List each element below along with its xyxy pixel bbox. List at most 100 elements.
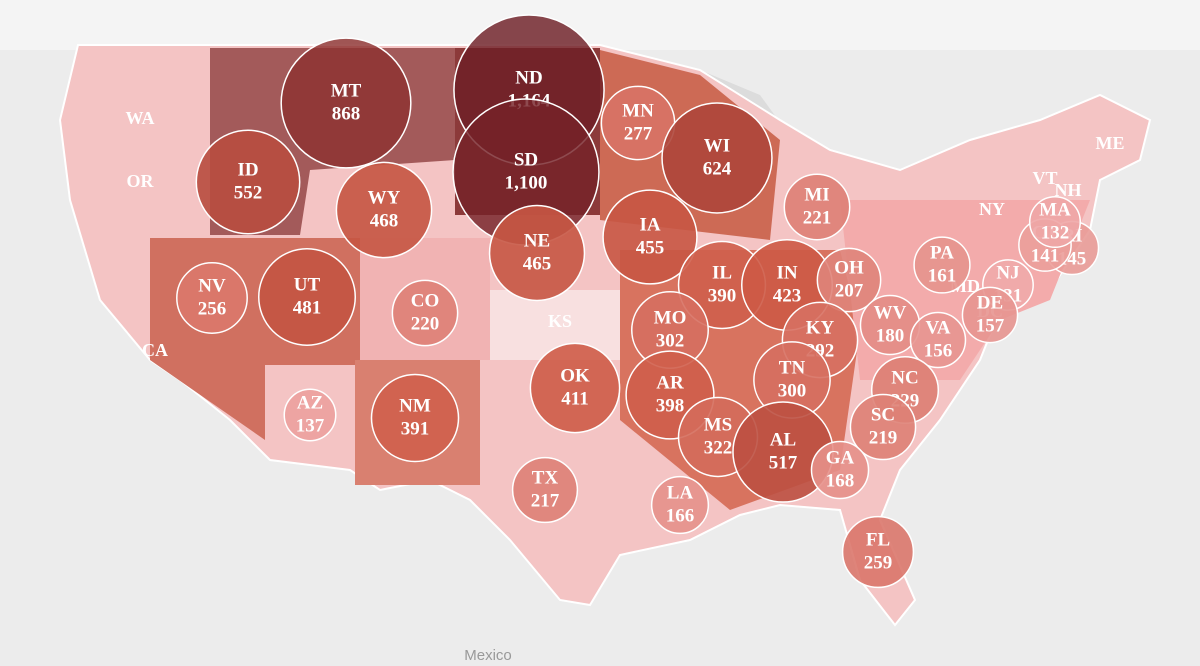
state-label: CA [142,340,168,360]
bubble [335,161,433,259]
state-abbr: OH [834,257,864,278]
bubble [176,262,248,334]
bubble-value: 132 [1041,222,1070,243]
bubble-value: 390 [708,285,737,306]
bubble-value: 219 [869,427,898,448]
state-label: Mexico [464,647,512,664]
bubble [961,286,1019,344]
bubble-value: 517 [769,452,798,473]
bubble [849,393,917,461]
bubble [841,515,915,589]
state-abbr: TN [779,357,806,378]
bubble [280,37,412,169]
bubble-value: 157 [976,315,1005,336]
bubble [783,173,851,241]
state-abbr: IN [776,262,797,283]
bubble-value: 141 [1031,245,1060,266]
state-label: ME [1096,133,1125,153]
bubble-value: 168 [826,470,855,491]
state-abbr: WI [704,135,730,156]
state-abbr: IL [712,262,732,283]
bubble [602,189,698,285]
bubble [195,129,301,235]
canada [0,0,1200,50]
state-abbr: IA [639,214,660,235]
bubble [529,342,621,434]
state-abbr: SC [871,404,895,425]
bubble-value: 207 [835,280,864,301]
state-abbr: MO [654,307,687,328]
bubble-value: 481 [293,297,322,318]
bubble-value: 221 [803,207,832,228]
bubble-value: 302 [656,330,685,351]
bubble-value: 624 [703,158,732,179]
bubble-value: 455 [636,237,665,258]
bubble [909,311,967,369]
state-abbr: MT [331,80,362,101]
bubble [258,248,356,346]
bubble-value: 468 [370,210,399,231]
state-abbr: GA [826,447,855,468]
bubble-value: 322 [704,437,733,458]
state-label: OR [127,171,155,191]
bubble-value: 398 [656,395,685,416]
state-abbr: LA [667,482,694,503]
bubble [913,236,971,294]
state-abbr: MI [804,184,829,205]
state-abbr: NM [399,395,431,416]
bubble-value: 552 [234,182,263,203]
state-abbr: CO [411,290,440,311]
bubble-value: 217 [531,490,560,511]
state-abbr: OK [560,365,590,386]
state-abbr: WY [368,187,401,208]
state-abbr: NC [891,367,918,388]
state-label: NH [1055,180,1082,200]
state-label: VT [1032,168,1057,188]
bubble [650,475,710,535]
bubble-value: 277 [624,123,653,144]
state-label: NY [979,199,1005,219]
state-abbr: SD [514,149,538,170]
state-abbr: MS [704,414,733,435]
bubble-value: 1,100 [505,172,548,193]
state-abbr: AR [656,372,684,393]
bubble [816,247,882,313]
bubble [511,456,579,524]
bubble [391,279,459,347]
bubble-value: 137 [296,415,325,436]
bubble-value: 423 [773,285,802,306]
bubble [1028,195,1082,249]
state-abbr: DE [977,292,1003,313]
state-abbr: PA [930,242,954,263]
state-abbr: TX [532,467,559,488]
bubble [661,102,773,214]
bubble-value: 180 [876,325,905,346]
state-abbr: NE [524,230,550,251]
state-abbr: ND [515,67,542,88]
state-abbr: KY [806,317,835,338]
state-abbr: MA [1039,199,1071,220]
bubble-value: 300 [778,380,807,401]
bubble-value: 156 [924,340,953,361]
bubble-value: 391 [401,418,430,439]
state-label: WA [125,108,154,128]
bubble-value: 411 [561,388,588,409]
state-shape [490,290,630,360]
bubble-value: 220 [411,313,440,334]
state-abbr: FL [866,529,890,550]
state-abbr: VA [926,317,951,338]
state-abbr: WV [874,302,907,323]
state-abbr: NV [198,275,226,296]
bubble-value: 465 [523,253,552,274]
state-abbr: UT [294,274,321,295]
bubble [370,373,460,463]
bubble-value: 161 [928,265,957,286]
bubble-value: 256 [198,298,227,319]
bubble-value: 259 [864,552,893,573]
bubble-value: 166 [666,505,695,526]
state-label: KS [548,311,572,331]
bubble [488,204,586,302]
state-abbr: NJ [996,262,1019,283]
bubble [283,388,337,442]
